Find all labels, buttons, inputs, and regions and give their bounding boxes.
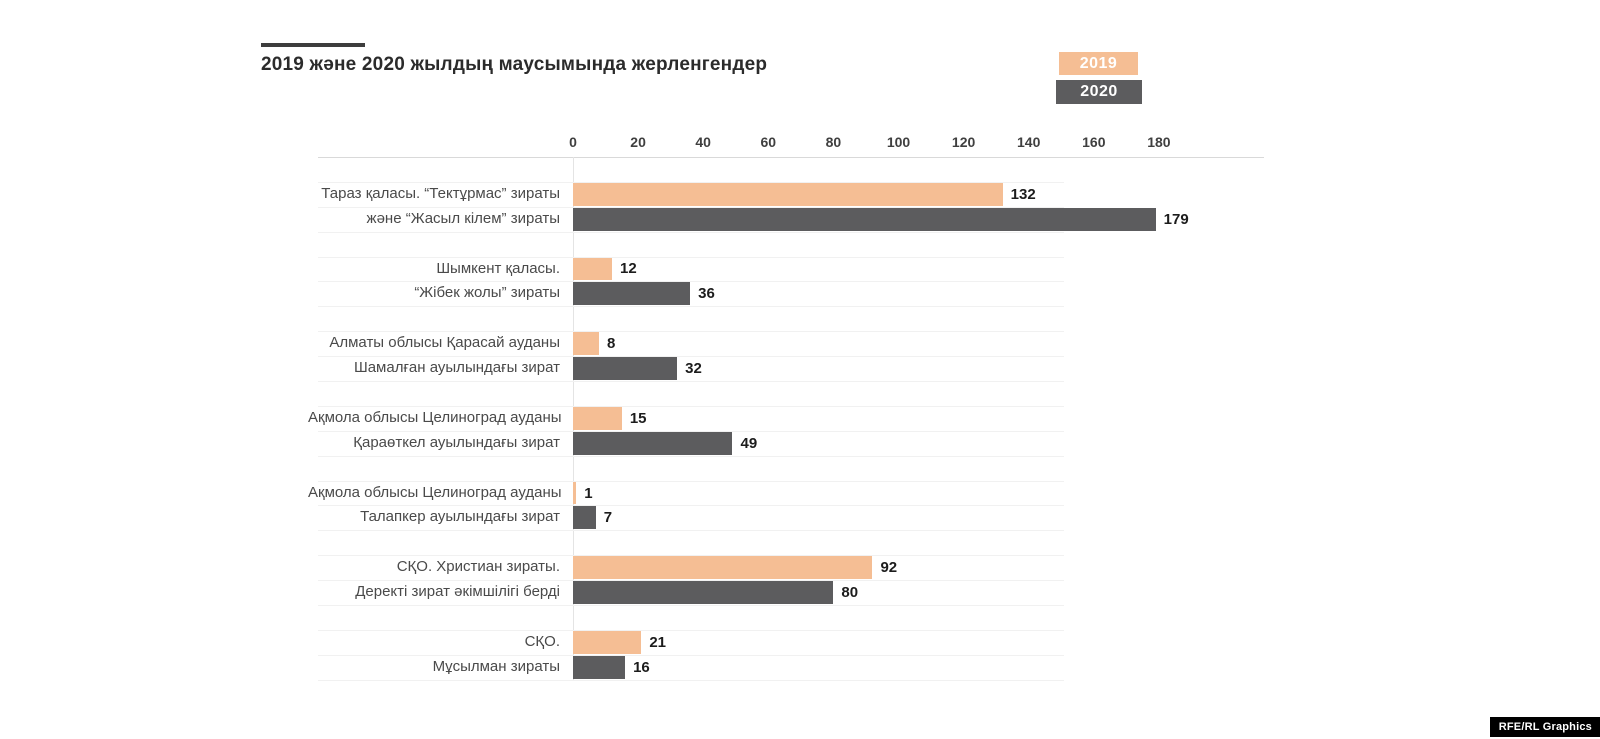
value-label-2019: 132 [1010,185,1036,203]
bar-2020 [573,357,678,380]
category-label-line: және “Жасыл кілем” зираты [366,209,560,227]
row-gridline [318,505,1064,507]
row-gridline [318,206,1064,208]
category-label-line: Мұсылман зираты [432,657,560,675]
value-label-2020: 32 [685,360,702,378]
legend-item-2019: 2019 [1059,52,1138,75]
value-label-2019: 15 [629,409,647,427]
row-gridline [318,455,1064,457]
value-label-2020: 80 [841,584,859,602]
category-label-line: СҚО. Христиан зираты. [396,558,560,576]
bar-2019 [573,630,642,654]
category-label-line: Қараөткел ауылындағы зират [353,433,560,451]
value-label-2020: 49 [740,434,758,452]
category-label: Ақмола облысы Целиноград ауданы Талапкер … [308,481,562,531]
bar-2020 [573,655,626,679]
row-gridline [318,331,1064,333]
category-label: СҚО. Христиан зираты. Деректі зират әкімш… [308,555,560,605]
row-gridline [318,256,1064,258]
row-gridline [318,405,1064,407]
x-tick-label: 40 [695,134,711,150]
value-label-2020: 16 [633,658,650,676]
bar-2019 [573,332,600,356]
row-gridline [318,580,1064,582]
value-label-2020: 179 [1163,210,1189,228]
legend-label-2020: 2020 [1080,83,1118,100]
row-gridline [318,480,1064,482]
title-rule [261,43,365,47]
row-gridline [318,231,1064,233]
credit-badge: RFE/RL Graphics [1489,717,1600,737]
x-tick-label: 180 [1147,134,1171,150]
bar-2019 [573,257,613,281]
x-tick-label: 80 [825,134,842,150]
row-gridline [318,306,1064,308]
bar-2019 [573,406,622,430]
category-label: Алматы облысы Қарасай ауданы Шамалған ауы… [308,331,560,381]
x-tick-label: 100 [886,134,911,150]
category-label-line: Шымкент қаласы. [436,259,560,277]
category-label-line: “Жібек жолы” зираты [414,284,560,302]
row-gridline [318,555,1064,557]
value-label-2019: 12 [620,260,637,278]
row-gridline [318,356,1064,358]
legend-label-2019: 2019 [1079,54,1118,72]
value-label-2020: 36 [698,285,715,303]
bar-2020 [573,581,834,604]
category-label-line: Деректі зират әкімшілігі берді [355,583,560,601]
x-tick-label: 20 [630,134,646,150]
bar-2019 [573,182,1003,206]
x-tick-label: 160 [1082,134,1106,150]
bar-2020 [573,431,733,455]
category-label-line: Талапкер ауылындағы зират [360,508,560,526]
bar-2020 [573,282,691,306]
category-label-line: Алматы облысы Қарасай ауданы [329,334,560,352]
legend-item-2020: 2020 [1056,80,1142,104]
value-label-2019: 92 [880,559,898,577]
category-label-line: Тараз қаласы. “Тектұрмас” зираты [321,184,560,202]
category-label-line: СҚО. [524,632,560,650]
value-label-2019: 21 [649,633,667,651]
row-gridline [318,381,1064,382]
bar-2020 [573,207,1156,231]
row-gridline [318,605,1064,607]
category-label: Шымкент қаласы. “Жібек жолы” зираты [308,257,560,307]
row-gridline [318,629,1064,631]
value-label-2019: 1 [584,484,593,502]
bar-2019 [573,481,577,505]
category-label: Ақмола облысы Целиноград ауданы Қараөткел… [308,406,562,456]
bar-2019 [573,556,873,580]
x-tick-label: 60 [760,134,777,150]
row-gridline [318,281,1064,283]
category-label-line: Ақмола облысы Целиноград ауданы [308,483,562,501]
category-label: СҚО. Мұсылман зираты [308,630,560,680]
x-tick-label: 0 [569,134,577,150]
row-gridline [318,181,1064,183]
value-label-2020: 7 [603,509,613,527]
category-label-line: Ақмола облысы Целиноград ауданы [308,408,562,426]
chart-title: 2019 және 2020 жылдың маусымында жерленг… [261,54,768,75]
category-label: Тараз қаласы. “Тектұрмас” зираты және “Жа… [308,182,560,232]
row-gridline [318,654,1064,656]
row-gridline [318,530,1064,532]
x-tick-label: 140 [1017,134,1041,150]
category-label-line: Шамалған ауылындағы зират [353,359,560,377]
row-gridline [318,679,1064,681]
x-axis-line [318,157,1264,158]
bar-2020 [573,506,596,530]
value-label-2019: 8 [607,335,616,353]
x-tick-label: 120 [951,134,976,150]
row-gridline [318,430,1064,432]
